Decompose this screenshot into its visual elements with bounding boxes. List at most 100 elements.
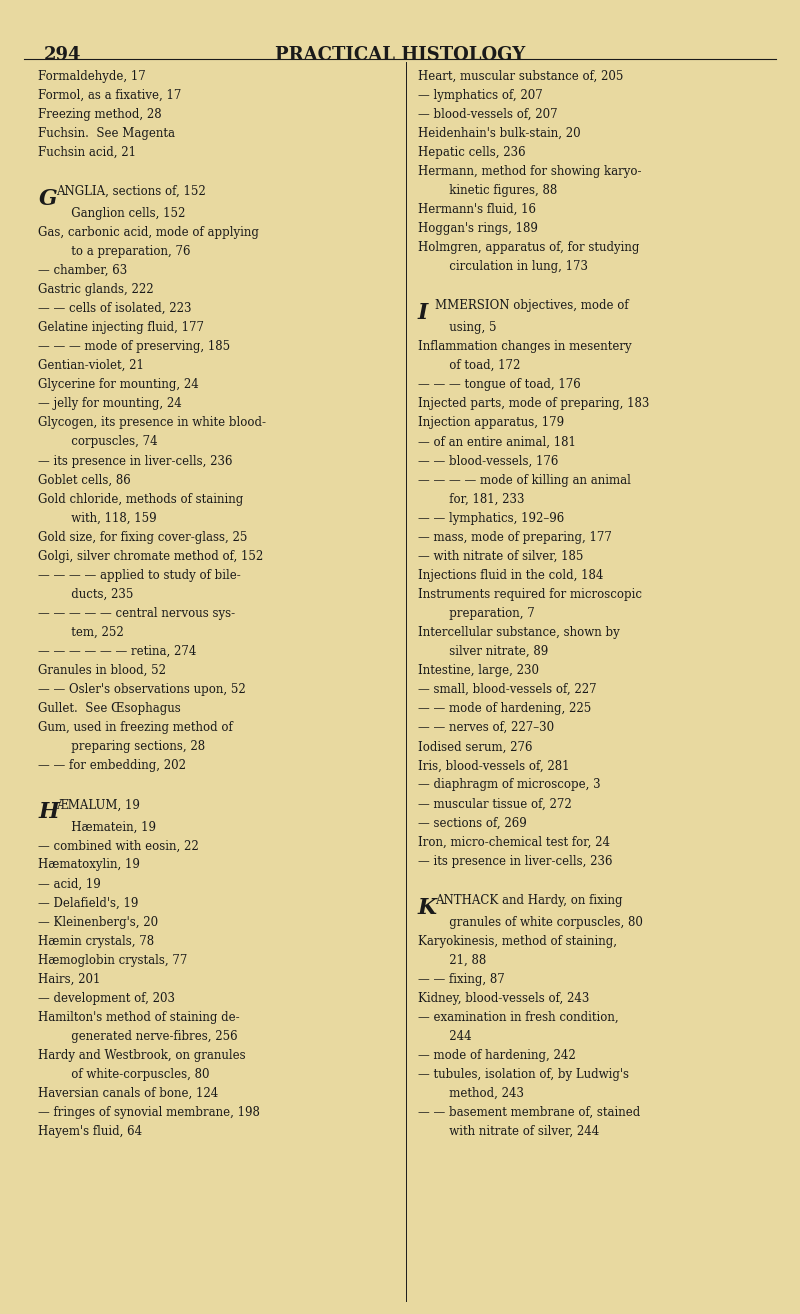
Text: circulation in lung, 173: circulation in lung, 173 — [438, 260, 589, 273]
Text: Kidney, blood-vessels of, 243: Kidney, blood-vessels of, 243 — [418, 992, 589, 1005]
Text: — examination in fresh condition,: — examination in fresh condition, — [418, 1010, 618, 1024]
Text: Hæmin crystals, 78: Hæmin crystals, 78 — [38, 934, 154, 947]
Text: — diaphragm of microscope, 3: — diaphragm of microscope, 3 — [418, 778, 600, 791]
Text: — lymphatics of, 207: — lymphatics of, 207 — [418, 89, 542, 101]
Text: using, 5: using, 5 — [438, 321, 497, 334]
Text: method, 243: method, 243 — [438, 1087, 525, 1100]
Text: — development of, 203: — development of, 203 — [38, 992, 175, 1005]
Text: K: K — [418, 896, 437, 918]
Text: kinetic figures, 88: kinetic figures, 88 — [438, 184, 558, 197]
Text: with, 118, 159: with, 118, 159 — [60, 511, 157, 524]
Text: ducts, 235: ducts, 235 — [60, 587, 134, 600]
Text: — with nitrate of silver, 185: — with nitrate of silver, 185 — [418, 549, 583, 562]
Text: — sections of, 269: — sections of, 269 — [418, 816, 526, 829]
Text: — — for embedding, 202: — — for embedding, 202 — [38, 759, 186, 773]
Text: Hæmatoxylin, 19: Hæmatoxylin, 19 — [38, 858, 140, 871]
Text: Instruments required for microscopic: Instruments required for microscopic — [418, 587, 642, 600]
Text: ANGLIA, sections of, 152: ANGLIA, sections of, 152 — [56, 185, 206, 198]
Text: — — Osler's observations upon, 52: — — Osler's observations upon, 52 — [38, 683, 246, 696]
Text: Gold chloride, methods of staining: Gold chloride, methods of staining — [38, 493, 244, 506]
Text: Fuchsin acid, 21: Fuchsin acid, 21 — [38, 146, 136, 159]
Text: — — — tongue of toad, 176: — — — tongue of toad, 176 — [418, 378, 580, 392]
Text: — — — — mode of killing an animal: — — — — mode of killing an animal — [418, 473, 630, 486]
Text: Hardy and Westbrook, on granules: Hardy and Westbrook, on granules — [38, 1049, 246, 1062]
Text: — jelly for mounting, 24: — jelly for mounting, 24 — [38, 397, 182, 410]
Text: Fuchsin.  See Magenta: Fuchsin. See Magenta — [38, 127, 175, 139]
Text: Heidenhain's bulk-stain, 20: Heidenhain's bulk-stain, 20 — [418, 127, 580, 139]
Text: MMERSION objectives, mode of: MMERSION objectives, mode of — [435, 300, 629, 313]
Text: Hepatic cells, 236: Hepatic cells, 236 — [418, 146, 526, 159]
Text: — of an entire animal, 181: — of an entire animal, 181 — [418, 435, 575, 448]
Text: — — basement membrane of, stained: — — basement membrane of, stained — [418, 1106, 640, 1120]
Text: Hæmatein, 19: Hæmatein, 19 — [60, 820, 156, 833]
Text: preparation, 7: preparation, 7 — [438, 607, 535, 620]
Text: Heart, muscular substance of, 205: Heart, muscular substance of, 205 — [418, 70, 623, 83]
Text: Injection apparatus, 179: Injection apparatus, 179 — [418, 417, 564, 430]
Text: generated nerve-fibres, 256: generated nerve-fibres, 256 — [60, 1030, 238, 1043]
Text: Inflammation changes in mesentery: Inflammation changes in mesentery — [418, 340, 631, 353]
Text: — — — — — — retina, 274: — — — — — — retina, 274 — [38, 645, 197, 658]
Text: Haversian canals of bone, 124: Haversian canals of bone, 124 — [38, 1087, 218, 1100]
Text: Intercellular substance, shown by: Intercellular substance, shown by — [418, 625, 619, 639]
Text: Hermann, method for showing karyo-: Hermann, method for showing karyo- — [418, 164, 641, 177]
Text: — blood-vessels of, 207: — blood-vessels of, 207 — [418, 108, 558, 121]
Text: ÆMALUM, 19: ÆMALUM, 19 — [56, 799, 140, 812]
Text: Freezing method, 28: Freezing method, 28 — [38, 108, 162, 121]
Text: — — mode of hardening, 225: — — mode of hardening, 225 — [418, 702, 591, 715]
Text: Injections fluid in the cold, 184: Injections fluid in the cold, 184 — [418, 569, 603, 582]
Text: with nitrate of silver, 244: with nitrate of silver, 244 — [438, 1125, 600, 1138]
Text: Gullet.  See Œsophagus: Gullet. See Œsophagus — [38, 702, 181, 715]
Text: Hæmoglobin crystals, 77: Hæmoglobin crystals, 77 — [38, 954, 188, 967]
Text: Gastric glands, 222: Gastric glands, 222 — [38, 283, 154, 296]
Text: — — — — — central nervous sys-: — — — — — central nervous sys- — [38, 607, 235, 620]
Text: Intestine, large, 230: Intestine, large, 230 — [418, 664, 538, 677]
Text: Hairs, 201: Hairs, 201 — [38, 972, 101, 986]
Text: H: H — [38, 802, 59, 824]
Text: — acid, 19: — acid, 19 — [38, 878, 101, 891]
Text: — — — mode of preserving, 185: — — — mode of preserving, 185 — [38, 340, 230, 353]
Text: — — nerves of, 227–30: — — nerves of, 227–30 — [418, 721, 554, 735]
Text: G: G — [38, 188, 57, 210]
Text: Gum, used in freezing method of: Gum, used in freezing method of — [38, 721, 233, 735]
Text: Iron, micro-chemical test for, 24: Iron, micro-chemical test for, 24 — [418, 836, 610, 849]
Text: — tubules, isolation of, by Ludwig's: — tubules, isolation of, by Ludwig's — [418, 1068, 629, 1081]
Text: — fringes of synovial membrane, 198: — fringes of synovial membrane, 198 — [38, 1106, 260, 1120]
Text: — chamber, 63: — chamber, 63 — [38, 264, 128, 277]
Text: Formaldehyde, 17: Formaldehyde, 17 — [38, 70, 146, 83]
Text: Iodised serum, 276: Iodised serum, 276 — [418, 740, 532, 753]
Text: Granules in blood, 52: Granules in blood, 52 — [38, 664, 166, 677]
Text: Hamilton's method of staining de-: Hamilton's method of staining de- — [38, 1010, 240, 1024]
Text: 244: 244 — [438, 1030, 472, 1043]
Text: Hermann's fluid, 16: Hermann's fluid, 16 — [418, 202, 536, 215]
Text: — muscular tissue of, 272: — muscular tissue of, 272 — [418, 798, 571, 811]
Text: — — lymphatics, 192–96: — — lymphatics, 192–96 — [418, 511, 564, 524]
Text: Gas, carbonic acid, mode of applying: Gas, carbonic acid, mode of applying — [38, 226, 259, 239]
Text: PRACTICAL HISTOLOGY: PRACTICAL HISTOLOGY — [275, 46, 525, 64]
Text: I: I — [418, 302, 428, 325]
Text: — Kleinenberg's, 20: — Kleinenberg's, 20 — [38, 916, 158, 929]
Text: — small, blood-vessels of, 227: — small, blood-vessels of, 227 — [418, 683, 596, 696]
Text: 294: 294 — [44, 46, 82, 64]
Text: Iris, blood-vessels of, 281: Iris, blood-vessels of, 281 — [418, 759, 569, 773]
Text: Ganglion cells, 152: Ganglion cells, 152 — [60, 206, 186, 219]
Text: Goblet cells, 86: Goblet cells, 86 — [38, 473, 131, 486]
Text: — mass, mode of preparing, 177: — mass, mode of preparing, 177 — [418, 531, 611, 544]
Text: — — fixing, 87: — — fixing, 87 — [418, 972, 504, 986]
Text: of toad, 172: of toad, 172 — [438, 359, 521, 372]
Text: — its presence in liver-cells, 236: — its presence in liver-cells, 236 — [418, 854, 612, 867]
Text: — — blood-vessels, 176: — — blood-vessels, 176 — [418, 455, 558, 468]
Text: Hayem's fluid, 64: Hayem's fluid, 64 — [38, 1125, 142, 1138]
Text: preparing sections, 28: preparing sections, 28 — [60, 740, 205, 753]
Text: corpuscles, 74: corpuscles, 74 — [60, 435, 158, 448]
Text: Gentian-violet, 21: Gentian-violet, 21 — [38, 359, 144, 372]
Text: Glycogen, its presence in white blood-: Glycogen, its presence in white blood- — [38, 417, 266, 430]
Text: 21, 88: 21, 88 — [438, 954, 486, 967]
Text: — — — — applied to study of bile-: — — — — applied to study of bile- — [38, 569, 241, 582]
Text: Glycerine for mounting, 24: Glycerine for mounting, 24 — [38, 378, 199, 392]
Text: ANTHACK and Hardy, on fixing: ANTHACK and Hardy, on fixing — [435, 894, 622, 907]
Text: tem, 252: tem, 252 — [60, 625, 124, 639]
Text: Gelatine injecting fluid, 177: Gelatine injecting fluid, 177 — [38, 321, 205, 334]
Text: — — cells of isolated, 223: — — cells of isolated, 223 — [38, 302, 192, 315]
Text: — mode of hardening, 242: — mode of hardening, 242 — [418, 1049, 575, 1062]
Text: for, 181, 233: for, 181, 233 — [438, 493, 525, 506]
